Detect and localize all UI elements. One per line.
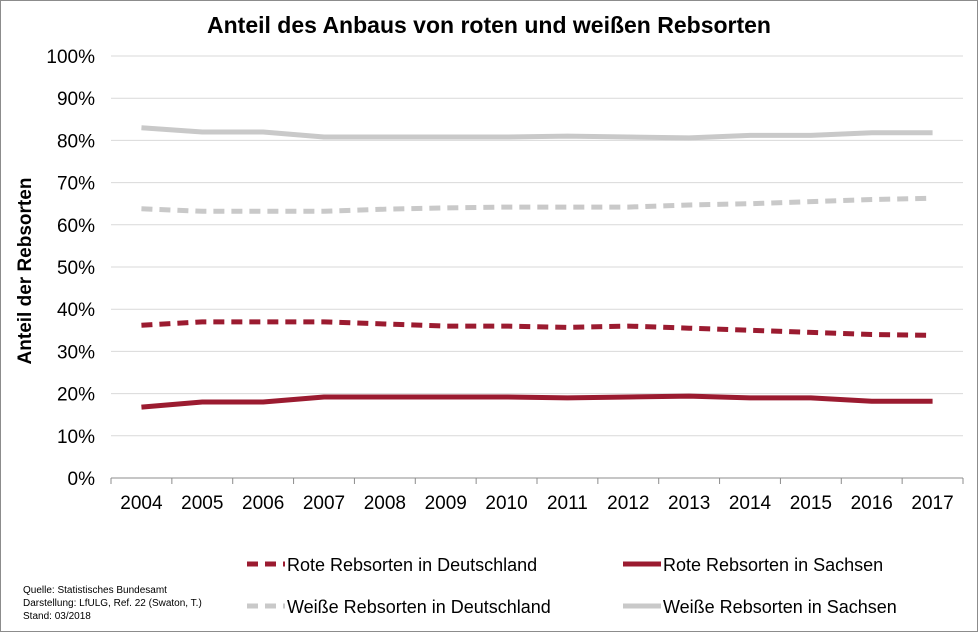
series-line-1 bbox=[141, 393, 933, 410]
x-tick-label: 2008 bbox=[364, 493, 406, 514]
x-tick-label: 2012 bbox=[607, 493, 649, 514]
source-line-3: Stand: 03/2018 bbox=[23, 611, 91, 622]
legend-label-3: Weiße Rebsorten in Sachsen bbox=[663, 597, 897, 617]
y-tick-label: 60% bbox=[57, 216, 95, 237]
x-tick-label: 2016 bbox=[851, 493, 893, 514]
x-tick-label: 2010 bbox=[485, 493, 527, 514]
source-line-1: Quelle: Statistisches Bundesamt bbox=[23, 585, 167, 596]
y-tick-label: 10% bbox=[57, 427, 95, 448]
x-tick-label: 2006 bbox=[242, 493, 284, 514]
legend: Rote Rebsorten in Deutschland Rote Rebsor… bbox=[247, 555, 897, 617]
series-line-0 bbox=[141, 319, 933, 338]
source-note: Quelle: Statistisches Bundesamt Darstell… bbox=[23, 585, 202, 622]
x-tick-label: 2004 bbox=[120, 493, 163, 514]
axes: 0% 10% 20% 30% 40% 50% 60% 70% 80% 90% 100% 2004 200… bbox=[46, 47, 964, 514]
y-tick-label: 100% bbox=[46, 47, 95, 68]
y-tick-label: 20% bbox=[57, 385, 95, 406]
gridlines bbox=[111, 55, 963, 437]
y-tick-label: 50% bbox=[57, 258, 95, 279]
y-tick-label: 80% bbox=[57, 131, 95, 152]
x-tick-label: 2011 bbox=[547, 493, 588, 514]
y-tick-label: 0% bbox=[68, 469, 96, 490]
x-tick-label: 2013 bbox=[668, 493, 710, 514]
x-tick-label: 2007 bbox=[303, 493, 345, 514]
y-tick-label: 90% bbox=[57, 89, 95, 110]
legend-label-1: Rote Rebsorten in Sachsen bbox=[663, 555, 883, 575]
x-tick-label: 2017 bbox=[911, 493, 953, 514]
x-tick-label: 2015 bbox=[790, 493, 832, 514]
y-axis-label: Anteil der Rebsorten bbox=[15, 178, 36, 365]
chart-title: Anteil des Anbaus von roten und weißen R… bbox=[207, 12, 771, 38]
source-line-2: Darstellung: LfULG, Ref. 22 (Swaton, T.) bbox=[23, 598, 202, 609]
legend-label-2: Weiße Rebsorten in Deutschland bbox=[287, 597, 551, 617]
series-lines bbox=[141, 125, 933, 410]
y-tick-label: 40% bbox=[57, 300, 95, 321]
x-tick-label: 2009 bbox=[425, 493, 467, 514]
y-tick-label: 70% bbox=[57, 174, 95, 195]
legend-label-0: Rote Rebsorten in Deutschland bbox=[287, 555, 537, 575]
y-tick-label: 30% bbox=[57, 342, 95, 363]
x-tick-label: 2005 bbox=[181, 493, 223, 514]
x-tick-label: 2014 bbox=[729, 493, 772, 514]
series-line-3 bbox=[141, 125, 933, 141]
series-line-2 bbox=[141, 195, 933, 214]
